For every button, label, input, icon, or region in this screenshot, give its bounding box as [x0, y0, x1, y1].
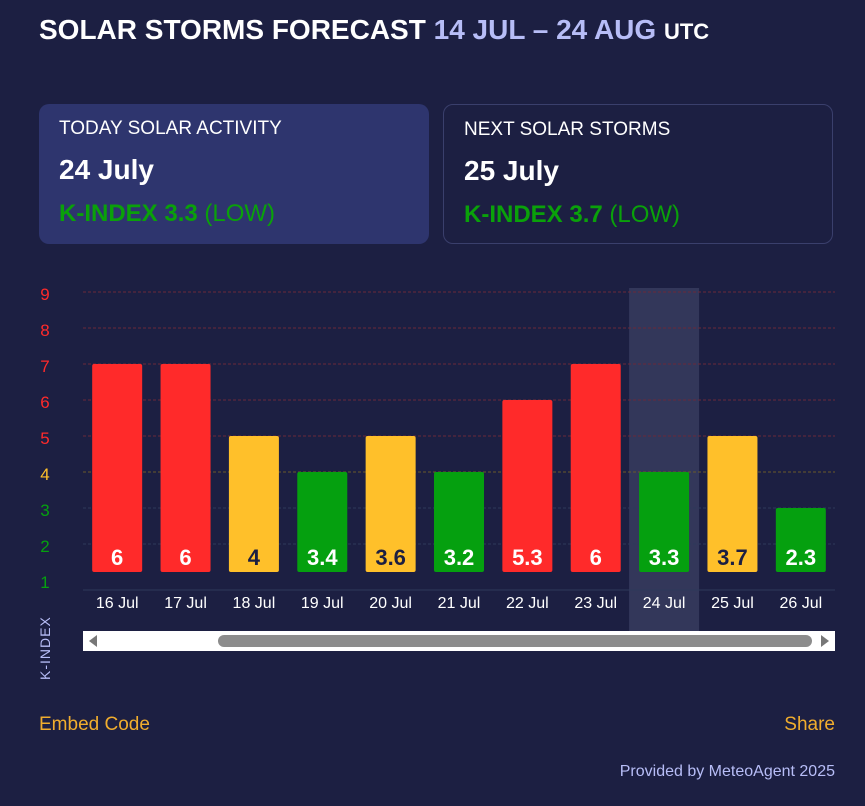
bar-value-label: 6 [179, 545, 191, 570]
ytick-label-2: 2 [40, 537, 49, 556]
ytick-label-3: 3 [40, 501, 49, 520]
bar-value-label: 3.7 [717, 545, 748, 570]
next-card-label: NEXT SOLAR STORMS [464, 119, 671, 140]
ytick-label-1: 1 [40, 573, 49, 592]
ytick-label-5: 5 [40, 429, 49, 448]
title-date-range: 14 JUL – 24 AUG [433, 14, 657, 45]
x-tick-label: 21 Jul [438, 595, 481, 612]
next-kindex-value: K-INDEX 3.7 [464, 201, 603, 228]
embed-code-link[interactable]: Embed Code [39, 714, 150, 735]
bar-value-label: 3.6 [375, 545, 406, 570]
today-kindex: K-INDEX 3.3 (LOW) [59, 200, 409, 228]
bar-value-label: 4 [248, 545, 261, 570]
bar-23-jul [570, 364, 621, 572]
bar-18-jul [228, 436, 279, 572]
bar-25-jul [707, 436, 758, 572]
bar-21-jul [434, 472, 484, 572]
title-timezone: UTC [663, 19, 710, 44]
bar-17-jul [160, 364, 211, 572]
bar-16-jul [92, 364, 143, 572]
chart-scrollbar[interactable] [83, 631, 835, 651]
next-storms-card: NEXT SOLAR STORMS 25 July K-INDEX 3.7 (L… [443, 104, 833, 244]
y-axis-label: K-INDEX [37, 616, 53, 680]
ytick-label-6: 6 [40, 393, 49, 412]
today-date: 24 July [59, 154, 154, 185]
share-link[interactable]: Share [784, 714, 835, 735]
bar-24-jul [639, 472, 690, 572]
today-kindex-level: (LOW) [204, 200, 276, 227]
x-tick-label: 25 Jul [711, 595, 754, 612]
provided-by-credit: Provided by MeteoAgent 2025 [619, 763, 835, 780]
next-kindex: K-INDEX 3.7 (LOW) [464, 201, 812, 229]
bar-20-jul [365, 436, 416, 572]
today-kindex-value: K-INDEX 3.3 [59, 200, 198, 227]
today-activity-card: TODAY SOLAR ACTIVITY 24 July K-INDEX 3.3… [39, 104, 429, 244]
ytick-label-4: 4 [40, 465, 49, 484]
x-tick-label: 20 Jul [369, 595, 412, 612]
x-tick-label: 22 Jul [506, 595, 549, 612]
bar-26-jul [775, 508, 826, 572]
x-tick-label: 24 Jul [643, 595, 686, 612]
x-tick-label: 18 Jul [233, 595, 276, 612]
ytick-label-8: 8 [40, 321, 49, 340]
bar-value-label: 3.4 [307, 545, 338, 570]
bar-value-label: 6 [590, 545, 602, 570]
x-tick-label: 16 Jul [96, 595, 139, 612]
bar-value-label: 6 [111, 545, 123, 570]
scroll-thumb[interactable] [218, 635, 812, 647]
bar-value-label: 2.3 [786, 545, 817, 570]
bar-value-label: 3.2 [444, 545, 475, 570]
highlight-band [629, 288, 700, 632]
page-title: SOLAR STORMS FORECAST 14 JUL – 24 AUG UT… [39, 14, 709, 46]
x-tick-label: 23 Jul [574, 595, 617, 612]
kindex-bar-chart: 1 2 3 4 5 6 7 8 9 K-INDEX 6 16 Jul 6 17 Jul 4 18 Jul 3.4… [37, 285, 835, 680]
bar-19-jul [297, 472, 348, 572]
title-main: SOLAR STORMS FORECAST [39, 14, 426, 45]
bar-22-jul [502, 400, 553, 572]
scroll-left-arrow-icon[interactable] [89, 635, 97, 647]
x-tick-label: 26 Jul [779, 595, 822, 612]
ytick-label-7: 7 [40, 357, 49, 376]
next-kindex-level: (LOW) [609, 201, 681, 228]
scroll-right-arrow-icon[interactable] [821, 635, 829, 647]
today-card-label: TODAY SOLAR ACTIVITY [59, 118, 282, 139]
next-date: 25 July [464, 155, 559, 186]
bar-value-label: 5.3 [512, 545, 543, 570]
x-tick-label: 17 Jul [164, 595, 207, 612]
x-tick-label: 19 Jul [301, 595, 344, 612]
ytick-label-9: 9 [40, 285, 49, 304]
bar-value-label: 3.3 [649, 545, 680, 570]
